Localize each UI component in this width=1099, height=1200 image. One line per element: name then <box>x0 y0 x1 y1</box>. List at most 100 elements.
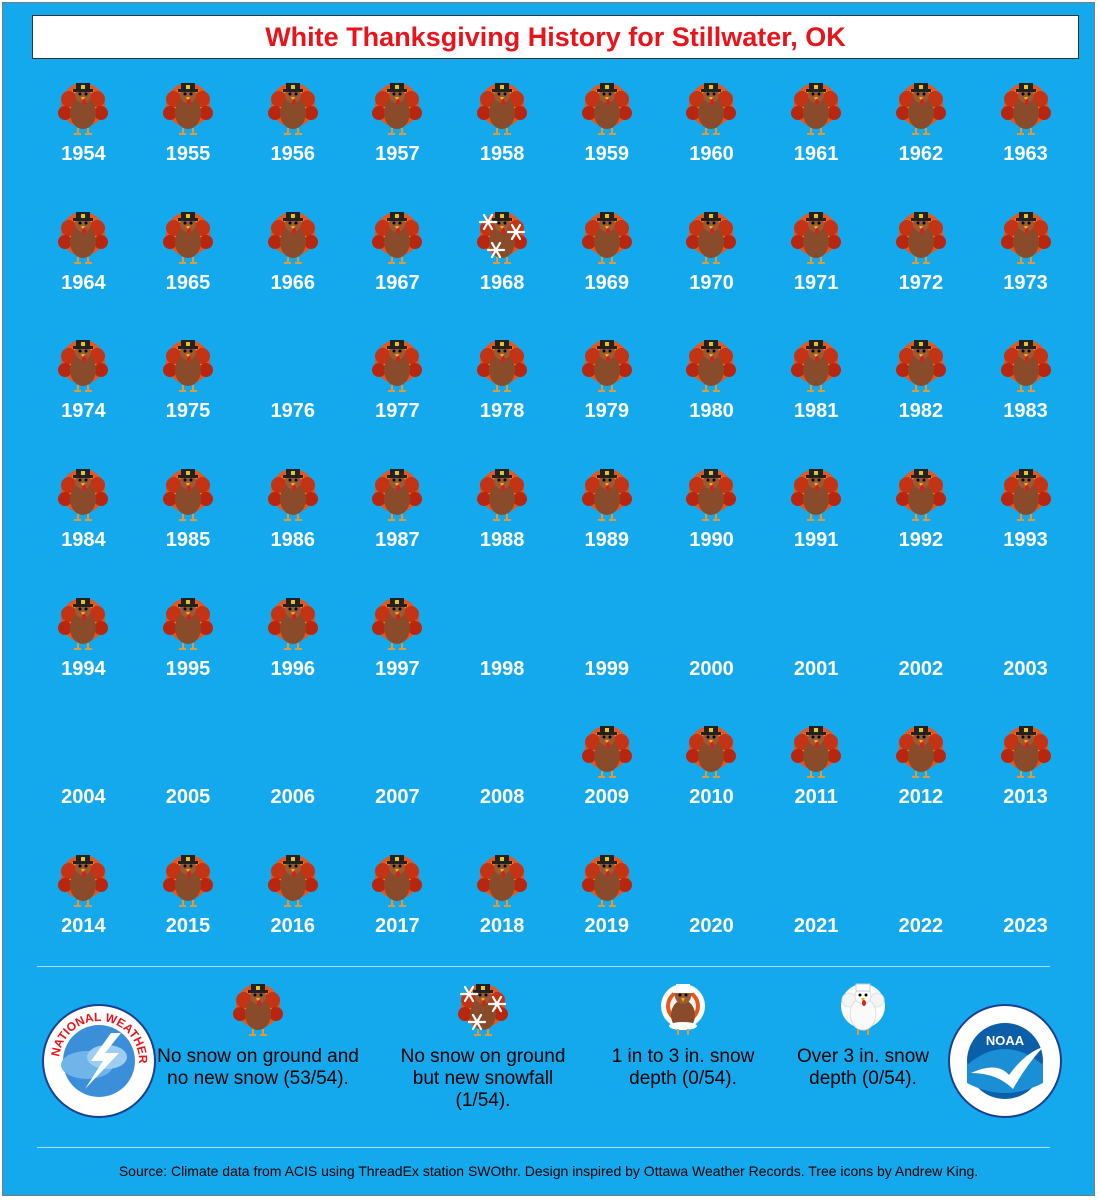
year-cell-2015: 2015 <box>136 849 241 978</box>
year-cell-1996: 1996 <box>240 592 345 721</box>
year-label: 1962 <box>898 143 944 165</box>
year-cell-1961: 1961 <box>764 77 869 206</box>
year-cell-2007: 2007 <box>345 720 450 849</box>
year-cell-2023: 2023 <box>973 849 1078 978</box>
legend-label-depth-over-3: Over 3 in. snow depth (0/54). <box>797 1046 929 1089</box>
turkey-icon <box>58 340 109 393</box>
page-title: White Thanksgiving History for Stillwate… <box>32 15 1079 59</box>
year-cell-1991: 1991 <box>764 463 869 592</box>
turkey-icon <box>163 469 214 522</box>
year-cell-1993: 1993 <box>973 463 1078 592</box>
turkey-icon <box>267 83 318 135</box>
legend-label-depth-1-3: 1 in to 3 in. snow depth (0/54). <box>611 1046 755 1089</box>
year-cell-1962: 1962 <box>869 77 974 206</box>
year-cell-1983: 1983 <box>973 334 1078 463</box>
year-label: 1985 <box>165 529 211 552</box>
turkey-snowflake-icon <box>477 211 528 264</box>
year-label: 1983 <box>1003 400 1048 423</box>
year-cell-1977: 1977 <box>345 334 450 463</box>
year-label: 1966 <box>270 271 315 294</box>
year-label: 2013 <box>1003 786 1048 809</box>
year-cell-2020: 2020 <box>659 849 764 978</box>
turkey-icon <box>372 855 423 908</box>
year-label: 2016 <box>270 915 315 938</box>
year-label: 2009 <box>584 786 630 809</box>
legend-item-depth-over-3: Over 3 in. snow depth (0/54). <box>788 978 938 1090</box>
year-label: 2015 <box>165 915 211 938</box>
year-cell-2004: 2004 <box>31 720 136 849</box>
year-cell-1967: 1967 <box>345 206 450 335</box>
year-label: 2002 <box>898 657 944 680</box>
turkey-icon <box>791 340 842 393</box>
year-label: 1994 <box>61 657 106 680</box>
year-cell-1973: 1973 <box>973 206 1078 335</box>
year-label: 1992 <box>898 529 944 552</box>
year-cell-1987: 1987 <box>345 463 450 592</box>
year-label: 2011 <box>794 786 838 809</box>
year-label: 2020 <box>689 915 734 938</box>
year-cell-1986: 1986 <box>240 463 345 592</box>
year-label: 1980 <box>689 400 734 423</box>
turkey-icon <box>686 83 737 135</box>
year-label: 1955 <box>165 143 211 165</box>
year-label: 1968 <box>479 271 525 294</box>
year-cell-1978: 1978 <box>450 334 555 463</box>
turkey-icon <box>581 726 632 779</box>
year-grid: 1954 1955 1956 1957 1958 1959 1960 1961 1962 1963… <box>31 77 1078 978</box>
year-cell-1985: 1985 <box>136 463 241 592</box>
year-cell-2019: 2019 <box>554 849 659 978</box>
turkey-icon <box>686 469 737 522</box>
turkey-icon <box>581 83 632 135</box>
turkey-icon <box>267 855 318 908</box>
year-label: 1991 <box>793 529 839 552</box>
year-cell-2008: 2008 <box>450 720 555 849</box>
year-label: 1990 <box>689 529 734 552</box>
year-cell-1989: 1989 <box>554 463 659 592</box>
turkey-icon <box>372 83 423 135</box>
turkey-icon <box>372 597 423 650</box>
noaa-logo: NOAA <box>948 1004 1062 1118</box>
year-cell-1959: 1959 <box>554 77 659 206</box>
turkey-icon <box>372 340 423 393</box>
turkey-icon <box>372 469 423 522</box>
year-cell-1968: 1968 <box>450 206 555 335</box>
year-cell-1964: 1964 <box>31 206 136 335</box>
turkey-icon <box>58 855 109 908</box>
year-label: 1976 <box>270 400 315 423</box>
turkey-icon <box>895 83 946 135</box>
turkey-icon <box>163 340 214 393</box>
divider-bottom <box>37 1147 1050 1148</box>
year-label: 1975 <box>165 400 211 423</box>
turkey-icon <box>58 597 109 650</box>
year-label: 1987 <box>375 529 420 552</box>
year-label: 1963 <box>1003 143 1048 165</box>
year-label: 2014 <box>61 915 106 938</box>
year-label: 2000 <box>689 657 734 680</box>
turkey-icon <box>58 469 109 522</box>
turkey-icon <box>791 726 842 779</box>
year-cell-1981: 1981 <box>764 334 869 463</box>
year-cell-2001: 2001 <box>764 592 869 721</box>
year-label: 1967 <box>375 271 420 294</box>
turkey-icon <box>1000 340 1051 393</box>
year-label: 2022 <box>898 915 944 938</box>
nws-logo: NATIONAL WEATHER SERVICE <box>41 1003 156 1118</box>
year-label: 1999 <box>584 657 630 680</box>
year-label: 1973 <box>1003 271 1048 294</box>
turkey-icon <box>1000 83 1051 135</box>
year-cell-2003: 2003 <box>973 592 1078 721</box>
year-cell-1984: 1984 <box>31 463 136 592</box>
year-label: 1978 <box>479 400 525 423</box>
year-cell-1995: 1995 <box>136 592 241 721</box>
year-cell-2021: 2021 <box>764 849 869 978</box>
year-label: 1956 <box>270 143 315 165</box>
year-cell-2010: 2010 <box>659 720 764 849</box>
legend-label-new-snowfall: No snow on ground but new snowfall (1/54… <box>400 1046 566 1111</box>
source-note: Source: Climate data from ACIS using Thr… <box>118 1163 979 1179</box>
year-label: 1979 <box>584 400 630 423</box>
legend-item-new-snowfall: No snow on ground but new snowfall (1/54… <box>388 978 578 1112</box>
year-cell-2009: 2009 <box>554 720 659 849</box>
year-label: 1961 <box>793 143 839 165</box>
turkey-icon <box>686 211 737 264</box>
year-label: 2017 <box>375 915 420 938</box>
